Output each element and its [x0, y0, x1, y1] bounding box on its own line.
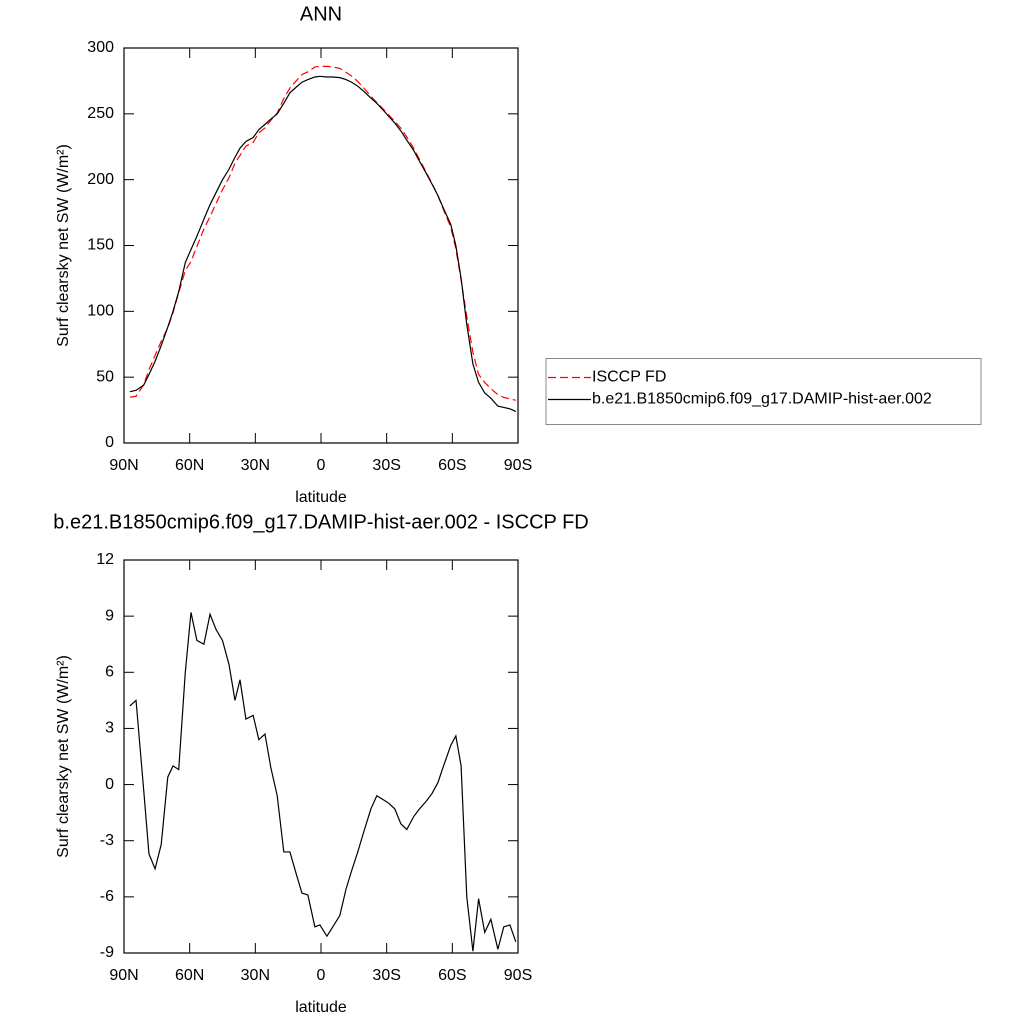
y-tick-label: 300 [87, 39, 114, 56]
y-tick-label: 100 [87, 303, 114, 320]
legend-label: ISCCP FD [592, 369, 666, 386]
y-tick-label: 0 [105, 434, 114, 451]
x-tick-label: 60S [438, 457, 466, 474]
x-tick-label: 90S [504, 967, 532, 984]
y-tick-label: 250 [87, 105, 114, 122]
y-tick-label: 200 [87, 171, 114, 188]
x-axis-label: latitude [295, 489, 347, 506]
x-tick-label: 30N [241, 967, 270, 984]
x-tick-label: 0 [317, 457, 326, 474]
x-tick-label: 30N [241, 457, 270, 474]
x-tick-label: 60N [175, 967, 204, 984]
y-tick-label: 6 [105, 664, 114, 681]
x-tick-label: 0 [317, 967, 326, 984]
y-tick-label: 9 [105, 607, 114, 624]
x-tick-label: 90N [109, 457, 138, 474]
x-tick-label: 60N [175, 457, 204, 474]
y-tick-label: -3 [100, 832, 114, 849]
y-tick-label: 150 [87, 237, 114, 254]
y-tick-label: 0 [105, 776, 114, 793]
x-tick-label: 90N [109, 967, 138, 984]
series-line [129, 75, 517, 412]
legend-box [545, 358, 982, 425]
y-tick-label: -6 [100, 888, 114, 905]
y-axis-label: Surf clearsky net SW (W/m²) [55, 144, 72, 347]
y-axis-label: Surf clearsky net SW (W/m²) [55, 655, 72, 858]
y-tick-label: 12 [96, 551, 114, 568]
x-axis-label: latitude [295, 999, 347, 1016]
chart-title: b.e21.B1850cmip6.f09_g17.DAMIP-hist-aer.… [53, 511, 588, 533]
plot-frame [123, 47, 519, 444]
legend-label: b.e21.B1850cmip6.f09_g17.DAMIP-hist-aer.… [592, 391, 932, 408]
series-line [129, 612, 517, 952]
y-tick-label: -9 [100, 944, 114, 961]
plot-frame [123, 559, 519, 954]
legend: ISCCP FD b.e21.B1850cmip6.f09_g17.DAMIP-h… [545, 358, 982, 425]
series-line [129, 65, 516, 401]
y-tick-label: 3 [105, 720, 114, 737]
x-tick-label: 30S [372, 967, 400, 984]
y-tick-label: 50 [96, 368, 114, 385]
x-tick-label: 90S [504, 457, 532, 474]
chart-title: ANN [300, 3, 342, 25]
x-tick-label: 60S [438, 967, 466, 984]
x-tick-label: 30S [372, 457, 400, 474]
